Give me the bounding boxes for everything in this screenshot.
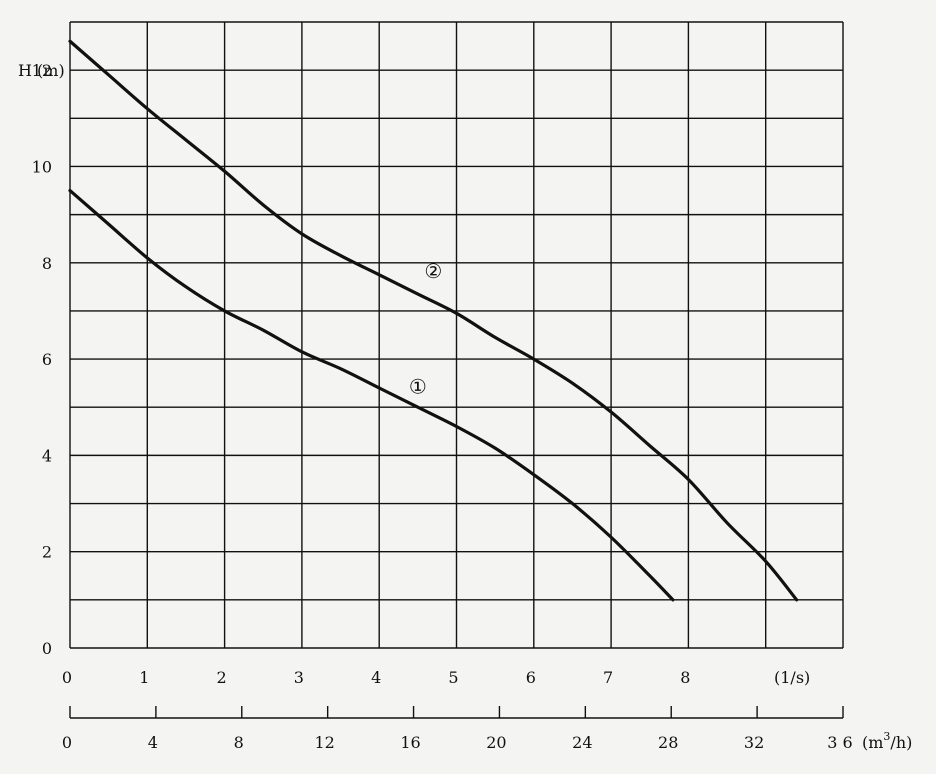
- y-tick-label: 0: [42, 639, 52, 658]
- x-tick-label-ls: 6: [526, 668, 536, 687]
- x-tick-label-m3h: 8: [234, 733, 244, 752]
- x-unit-m3h-tail: /h): [890, 733, 912, 752]
- x-tick-label-m3h: 3 6: [827, 733, 852, 752]
- y-tick-label: 2: [42, 543, 52, 562]
- y-tick-label: 10: [32, 157, 52, 176]
- x-tick-label-m3h: 24: [572, 733, 592, 752]
- x-unit-ls: (1/s): [774, 668, 810, 687]
- curve-labels: ①②: [409, 259, 442, 399]
- x-tick-label-ls: 7: [603, 668, 613, 687]
- x-tick-label-ls: 0: [62, 668, 72, 687]
- y-tick-labels: 0 2 4 6 8 10 12: [32, 61, 52, 658]
- x-tick-label-ls: 5: [448, 668, 458, 687]
- x-unit-m3h-sup: 3: [883, 730, 890, 743]
- x-tick-label-m3h: 0: [62, 733, 72, 752]
- x-tick-labels-ls: 0 1 2 3 4 5 6 7 8: [62, 668, 691, 687]
- x-tick-label-ls: 8: [680, 668, 690, 687]
- x-unit-m3h: (m3/h): [862, 730, 912, 752]
- x-tick-label-m3h: 4: [148, 733, 158, 752]
- curve-1: [68, 188, 675, 602]
- curve-label-2: ②: [424, 259, 442, 283]
- x-tick-label-ls: 4: [371, 668, 381, 687]
- m3h-axis: [69, 706, 844, 719]
- y-tick-label: 6: [42, 350, 52, 369]
- chart-curves: [68, 39, 799, 602]
- curve-label-1: ①: [409, 374, 427, 398]
- y-axis-label: H (m): [18, 61, 65, 80]
- y-tick-label: 8: [42, 254, 52, 273]
- x-tick-label-m3h: 16: [400, 733, 420, 752]
- curve-2: [68, 39, 799, 602]
- y-tick-label: 4: [42, 446, 52, 465]
- x-unit-m3h-base: (m: [862, 733, 883, 752]
- x-tick-label-m3h: 28: [658, 733, 678, 752]
- chart-grid: [69, 21, 844, 649]
- x-tick-labels-m3h: 0 4 8 12 16 20 24 28 32 3 6: [62, 733, 853, 752]
- y-tick-label: 12: [32, 61, 52, 80]
- x-tick-label-ls: 1: [139, 668, 149, 687]
- x-tick-label-ls: 3: [294, 668, 304, 687]
- x-tick-label-m3h: 32: [744, 733, 764, 752]
- x-tick-label-ls: 2: [217, 668, 227, 687]
- x-tick-label-m3h: 20: [486, 733, 506, 752]
- x-tick-label-m3h: 12: [314, 733, 334, 752]
